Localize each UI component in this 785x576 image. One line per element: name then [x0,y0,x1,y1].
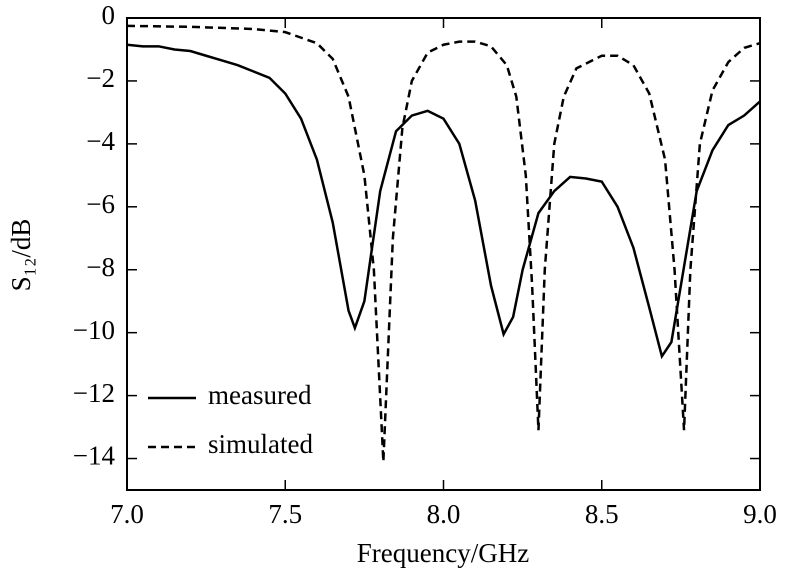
legend-label: measured [208,380,312,410]
y-tick-label: −14 [73,441,116,471]
x-axis-label: Frequency/GHz [357,538,529,568]
x-tick-label: 8.5 [585,499,619,529]
x-tick-label: 7.5 [268,499,302,529]
y-tick-label: −10 [73,315,115,345]
series-line [126,43,761,360]
x-tick-label: 7.0 [110,499,144,529]
x-tick-label: 9.0 [743,499,777,529]
x-tick-label: 8.0 [427,499,461,529]
y-axis-label: S₁₂/dB [6,219,36,292]
y-tick-label: −2 [86,63,115,93]
y-tick-label: −8 [86,252,115,282]
plot-frame [126,17,761,491]
y-tick-label: −12 [73,378,115,408]
y-tick-label: 0 [102,0,116,30]
y-tick-label: −6 [86,189,115,219]
legend-label: simulated [208,429,313,459]
y-tick-label: −4 [86,126,115,156]
series-line [126,24,761,462]
